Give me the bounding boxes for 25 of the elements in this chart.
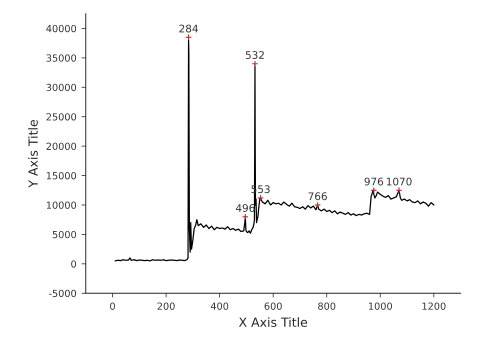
y-tick-label: 30000: [46, 84, 76, 92]
x-tick-label: 1200: [422, 302, 446, 310]
y-tick-label: -5000: [48, 290, 76, 298]
x-tick-label: 600: [264, 302, 282, 310]
y-tick-label: 35000: [46, 54, 76, 62]
y-tick-label: 10000: [46, 201, 76, 209]
y-tick-label: 5000: [52, 230, 76, 238]
x-tick-label: 200: [158, 302, 175, 310]
y-tick-label: 0: [71, 260, 76, 268]
line-series: [114, 40, 434, 262]
annotation: 766: [308, 192, 327, 200]
x-axis-title: X Axis Title: [238, 317, 308, 327]
x-tick-label: 0: [110, 302, 115, 310]
x-tick-label: 1000: [368, 302, 392, 310]
annotation: 1070: [386, 178, 412, 186]
annotation: 284: [179, 24, 198, 32]
x-tick-label: 800: [318, 302, 336, 310]
x-tick-label: 400: [210, 302, 228, 310]
annotation: 976: [364, 178, 384, 186]
y-tick-label: 40000: [46, 24, 76, 32]
y-tick-label: 20000: [46, 142, 76, 150]
y-tick-label: 25000: [46, 113, 76, 121]
y-tick-label: 15000: [46, 172, 76, 180]
y-axis-title: Y Axis Title: [28, 120, 38, 188]
annotation: 532: [246, 51, 264, 59]
